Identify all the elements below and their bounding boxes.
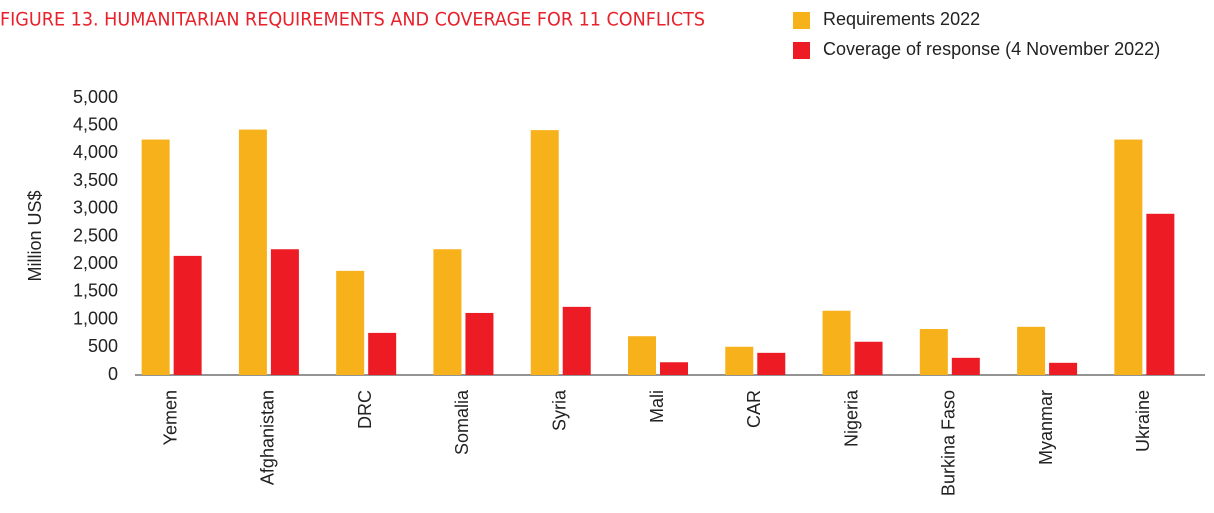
y-tick-label: 3,500 bbox=[73, 170, 118, 190]
x-tick-label: Afghanistan bbox=[258, 390, 278, 485]
x-tick-label: Mali bbox=[647, 390, 667, 423]
bar bbox=[757, 352, 786, 375]
legend-label: Coverage of response (4 November 2022) bbox=[823, 39, 1160, 59]
x-tick-label: Nigeria bbox=[841, 389, 861, 447]
bar bbox=[1017, 326, 1046, 375]
bar bbox=[562, 306, 591, 375]
x-tick-label: Syria bbox=[549, 389, 569, 431]
legend-swatch bbox=[793, 42, 810, 59]
y-tick-label: 4,500 bbox=[73, 114, 118, 134]
bar bbox=[1049, 362, 1078, 375]
x-tick-label: Yemen bbox=[160, 390, 180, 445]
bar bbox=[822, 310, 851, 375]
x-tick-label: Burkina Faso bbox=[939, 390, 959, 496]
y-tick-label: 2,500 bbox=[73, 225, 118, 245]
x-tick-label: Ukraine bbox=[1133, 390, 1153, 452]
bar bbox=[660, 362, 688, 375]
bar bbox=[530, 130, 559, 375]
y-tick-label: 1,500 bbox=[73, 281, 118, 301]
bar bbox=[725, 346, 754, 375]
bar bbox=[919, 329, 948, 375]
bar bbox=[141, 139, 170, 375]
bar bbox=[1146, 213, 1175, 375]
bar bbox=[854, 341, 883, 375]
y-axis-label: Million US$ bbox=[25, 190, 45, 281]
y-tick-label: 1,000 bbox=[73, 308, 118, 328]
y-tick-label: 0 bbox=[108, 364, 118, 384]
y-tick-label: 4,000 bbox=[73, 142, 118, 162]
bar bbox=[173, 255, 202, 375]
x-tick-label: CAR bbox=[744, 390, 764, 428]
bar bbox=[1114, 139, 1143, 375]
x-tick-label: Myanmar bbox=[1036, 390, 1056, 465]
y-tick-label: 5,000 bbox=[73, 87, 118, 107]
bar bbox=[433, 249, 462, 375]
legend-swatch bbox=[793, 12, 810, 29]
y-tick-label: 3,000 bbox=[73, 198, 118, 218]
x-tick-label: Somalia bbox=[452, 389, 472, 455]
chart-title: FIGURE 13. HUMANITARIAN REQUIREMENTS AND… bbox=[0, 9, 705, 31]
legend-label: Requirements 2022 bbox=[823, 9, 980, 29]
bar bbox=[270, 249, 299, 375]
bar bbox=[336, 270, 365, 375]
x-tick-label: DRC bbox=[355, 390, 375, 429]
bar bbox=[368, 332, 397, 375]
bar bbox=[238, 129, 267, 375]
y-tick-label: 2,000 bbox=[73, 253, 118, 273]
y-tick-label: 500 bbox=[88, 336, 118, 356]
bar bbox=[465, 312, 494, 375]
bar bbox=[951, 357, 980, 375]
bar bbox=[628, 336, 656, 375]
